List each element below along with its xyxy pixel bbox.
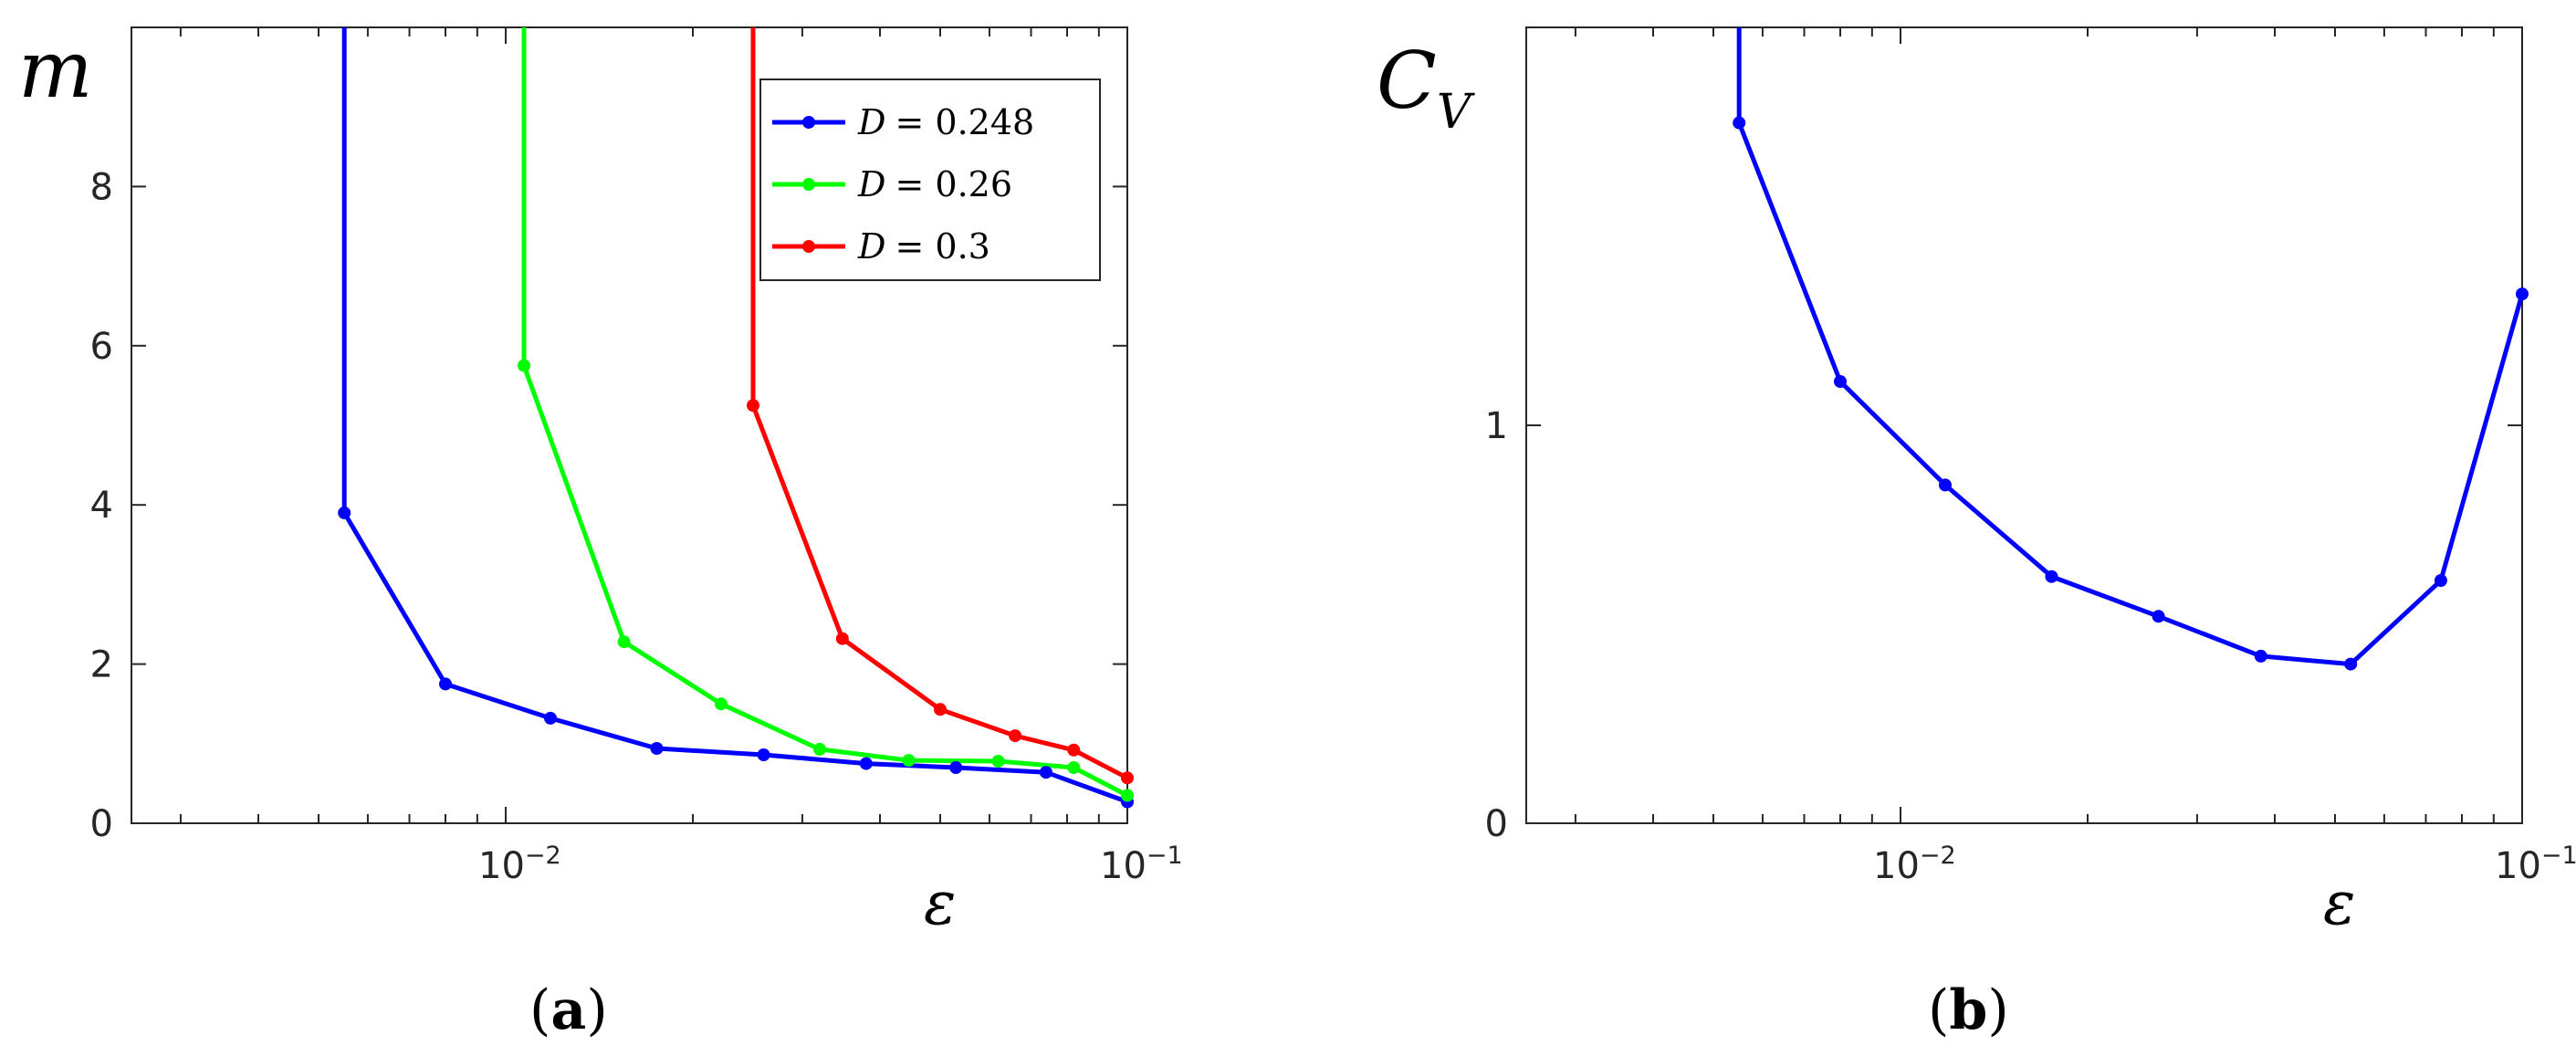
- data-point-series-2: [991, 755, 1005, 768]
- data-point-series-3: [934, 703, 947, 716]
- x-tick-label: 10−1: [2495, 842, 2576, 887]
- data-point-series-3: [835, 632, 849, 645]
- data-point-series-1: [2516, 288, 2529, 301]
- legend-item: D = 0.3: [772, 226, 990, 267]
- data-point-series-3: [1121, 771, 1134, 785]
- data-point-series-1: [1939, 478, 1952, 492]
- data-point-series-1: [2254, 649, 2267, 663]
- data-point-series-1: [859, 757, 873, 770]
- data-point-series-1: [439, 677, 452, 691]
- legend-item: D = 0.248: [772, 102, 1034, 142]
- panel-b-label: (b): [1928, 978, 2009, 1042]
- panel-a-x-tick-labels: 10−2 10−1: [478, 842, 1183, 887]
- y-tick-label: 4: [90, 485, 113, 527]
- series-line-1: [341, 27, 1128, 804]
- data-point-series-1: [650, 742, 664, 755]
- data-point-series-2: [813, 742, 826, 756]
- data-point-series-1: [2344, 657, 2358, 671]
- y-tick-label: 1: [1485, 405, 1508, 447]
- data-point-series-2: [1067, 761, 1081, 774]
- x-tick-label: 10−1: [1100, 842, 1183, 887]
- data-point-series-1: [1039, 766, 1052, 779]
- data-point-series-1: [1834, 375, 1847, 388]
- legend-marker-series-3: [802, 240, 815, 253]
- panel-b-x-axis-label: ε: [2323, 868, 2355, 938]
- legend-label-series-2: D = 0.26: [857, 164, 1012, 204]
- data-point-series-3: [1009, 729, 1022, 743]
- data-point-series-2: [617, 635, 631, 649]
- data-point-series-2: [1121, 789, 1134, 802]
- panel-a-ticks: [131, 27, 1128, 824]
- legend-item: D = 0.26: [772, 164, 1012, 204]
- data-point-series-1: [2434, 574, 2447, 587]
- data-point-series-1: [544, 711, 557, 725]
- data-point-series-1: [2045, 570, 2058, 583]
- y-tick-label: 0: [90, 803, 113, 845]
- panel-a-y-axis-label: m: [18, 25, 93, 116]
- legend-label-series-3: D = 0.3: [857, 226, 990, 267]
- panel-a: 0 2 4 6 8 10−2 10−1 m ε D = 0.248 D = 0.26 D = 0…: [18, 25, 1183, 1042]
- legend-label-series-1: D = 0.248: [857, 102, 1034, 142]
- y-tick-label: 2: [90, 644, 113, 686]
- data-point-series-2: [518, 359, 530, 372]
- series-line-1: [1736, 27, 2525, 667]
- panel-b-y-tick-labels: 01: [1485, 405, 1508, 845]
- panel-b-x-tick-labels: 10−2 10−1: [1873, 842, 2576, 887]
- y-tick-label: 0: [1485, 803, 1508, 845]
- y-tick-label: 6: [90, 326, 113, 368]
- data-point-series-1: [949, 761, 963, 774]
- data-point-series-1: [757, 748, 770, 761]
- data-point-series-1: [2152, 610, 2165, 623]
- panel-a-y-tick-labels: 0 2 4 6 8: [90, 166, 113, 845]
- x-tick-label: 10−2: [478, 842, 561, 887]
- panel-b-plot-frame: [1525, 26, 2523, 824]
- data-point-series-3: [747, 399, 759, 413]
- y-tick-label: 8: [90, 166, 113, 208]
- panel-b-y-axis-label: CV: [1377, 36, 1475, 140]
- x-tick-label: 10−2: [1873, 842, 1956, 887]
- legend-marker-series-1: [802, 116, 815, 129]
- panel-a-series-points: [338, 359, 1134, 809]
- panel-b-series-points: [1733, 116, 2529, 671]
- data-point-series-2: [714, 697, 728, 711]
- data-point-series-1: [338, 506, 351, 519]
- panel-a-legend: D = 0.248 D = 0.26 D = 0.3: [759, 78, 1101, 281]
- panel-a-label: (a): [529, 978, 608, 1042]
- data-point-series-2: [902, 754, 916, 768]
- panel-b-ticks: [1526, 27, 2523, 824]
- legend-marker-series-2: [802, 178, 815, 191]
- data-point-series-3: [1067, 743, 1081, 757]
- data-point-series-1: [1733, 116, 1746, 130]
- panel-b-series-lines: [1736, 27, 2525, 667]
- panel-b: 01 10−2 10−1 CV ε (b): [1377, 26, 2576, 1042]
- panel-a-x-axis-label: ε: [924, 868, 956, 938]
